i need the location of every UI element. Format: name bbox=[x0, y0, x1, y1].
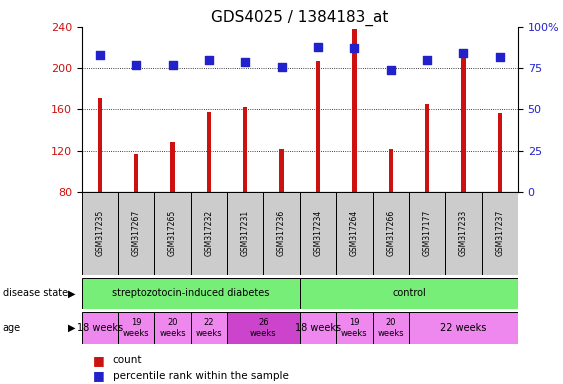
Text: 18 weeks: 18 weeks bbox=[77, 323, 123, 333]
Point bbox=[204, 57, 213, 63]
Text: GSM317237: GSM317237 bbox=[495, 210, 504, 257]
Text: GSM317264: GSM317264 bbox=[350, 210, 359, 257]
Bar bbox=[263, 192, 300, 275]
Bar bbox=[191, 312, 227, 344]
Point bbox=[277, 63, 286, 70]
Bar bbox=[352, 29, 356, 192]
Bar bbox=[373, 312, 409, 344]
Bar bbox=[481, 192, 518, 275]
Point bbox=[168, 62, 177, 68]
Text: control: control bbox=[392, 288, 426, 298]
Bar bbox=[82, 192, 118, 275]
Point bbox=[495, 53, 504, 60]
Point bbox=[350, 45, 359, 51]
Point bbox=[314, 44, 323, 50]
Bar bbox=[82, 278, 300, 309]
Point bbox=[132, 62, 141, 68]
Bar bbox=[498, 113, 502, 192]
Text: GSM317265: GSM317265 bbox=[168, 210, 177, 257]
Text: ▶: ▶ bbox=[68, 288, 75, 298]
Text: 19
weeks: 19 weeks bbox=[123, 318, 150, 338]
Bar bbox=[388, 149, 393, 192]
Bar bbox=[134, 154, 138, 192]
Text: GSM317266: GSM317266 bbox=[386, 210, 395, 257]
Bar bbox=[154, 192, 191, 275]
Point bbox=[241, 58, 250, 65]
Bar bbox=[316, 61, 320, 192]
Bar bbox=[118, 312, 154, 344]
Text: count: count bbox=[113, 355, 142, 365]
Bar bbox=[279, 149, 284, 192]
Text: GSM317236: GSM317236 bbox=[277, 210, 286, 257]
Point bbox=[95, 52, 104, 58]
Text: 19
weeks: 19 weeks bbox=[341, 318, 368, 338]
Text: 22 weeks: 22 weeks bbox=[440, 323, 486, 333]
Text: GSM317232: GSM317232 bbox=[204, 210, 213, 257]
Point bbox=[459, 50, 468, 56]
Title: GDS4025 / 1384183_at: GDS4025 / 1384183_at bbox=[211, 9, 388, 25]
Bar bbox=[243, 108, 248, 192]
Text: streptozotocin-induced diabetes: streptozotocin-induced diabetes bbox=[112, 288, 270, 298]
Bar bbox=[82, 312, 118, 344]
Text: 26
weeks: 26 weeks bbox=[250, 318, 277, 338]
Text: age: age bbox=[3, 323, 21, 333]
Bar bbox=[461, 55, 466, 192]
Bar bbox=[409, 192, 445, 275]
Text: 20
weeks: 20 weeks bbox=[377, 318, 404, 338]
Bar bbox=[445, 192, 481, 275]
Bar bbox=[300, 278, 518, 309]
Bar bbox=[97, 98, 102, 192]
Text: 20
weeks: 20 weeks bbox=[159, 318, 186, 338]
Text: GSM317177: GSM317177 bbox=[423, 210, 432, 257]
Text: GSM317267: GSM317267 bbox=[132, 210, 141, 257]
Text: ■: ■ bbox=[93, 354, 105, 367]
Bar bbox=[227, 312, 300, 344]
Bar bbox=[336, 192, 373, 275]
Text: ▶: ▶ bbox=[68, 323, 75, 333]
Bar bbox=[227, 192, 263, 275]
Point bbox=[423, 57, 432, 63]
Text: GSM317233: GSM317233 bbox=[459, 210, 468, 257]
Bar bbox=[300, 192, 336, 275]
Text: GSM317231: GSM317231 bbox=[241, 210, 250, 257]
Bar bbox=[300, 312, 336, 344]
Text: percentile rank within the sample: percentile rank within the sample bbox=[113, 371, 288, 381]
Text: 22
weeks: 22 weeks bbox=[195, 318, 222, 338]
Bar bbox=[373, 192, 409, 275]
Text: ■: ■ bbox=[93, 369, 105, 382]
Point bbox=[386, 67, 395, 73]
Text: GSM317234: GSM317234 bbox=[314, 210, 323, 257]
Text: disease state: disease state bbox=[3, 288, 68, 298]
Bar bbox=[336, 312, 373, 344]
Bar bbox=[154, 312, 191, 344]
Text: GSM317235: GSM317235 bbox=[95, 210, 104, 257]
Bar bbox=[191, 192, 227, 275]
Bar bbox=[171, 142, 175, 192]
Bar bbox=[409, 312, 518, 344]
Bar bbox=[425, 104, 429, 192]
Bar bbox=[118, 192, 154, 275]
Bar bbox=[207, 111, 211, 192]
Text: 18 weeks: 18 weeks bbox=[295, 323, 341, 333]
